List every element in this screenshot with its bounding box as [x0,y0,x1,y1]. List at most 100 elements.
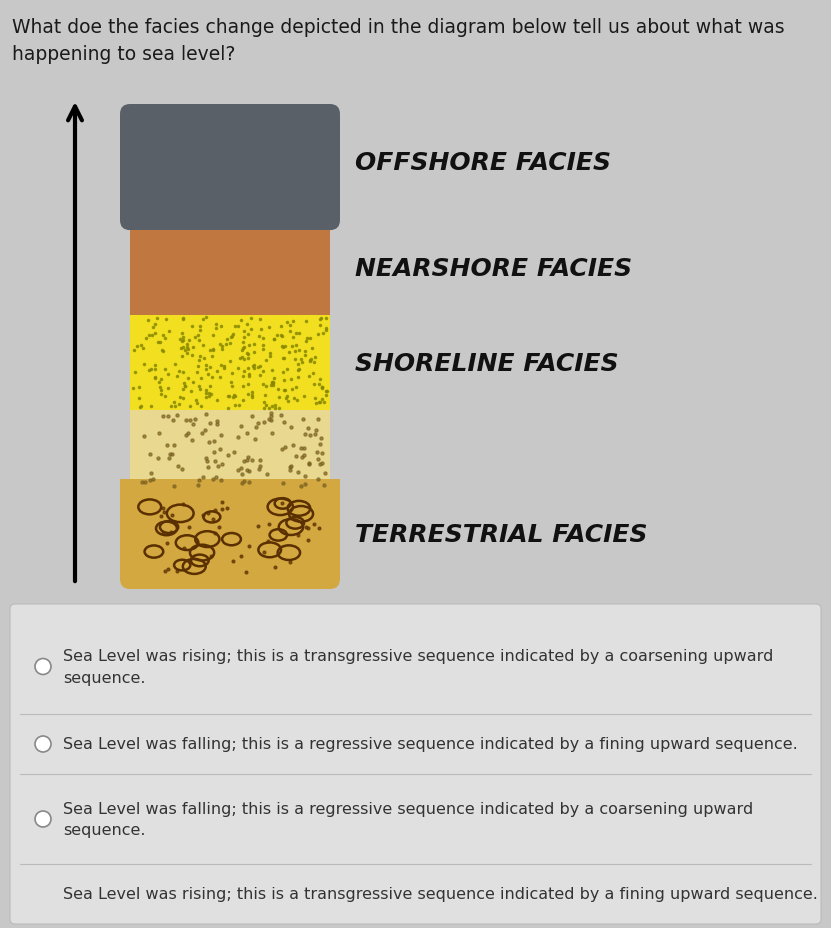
Point [193,333,206,348]
Point [318,467,332,482]
Point [315,380,328,394]
Point [158,362,171,377]
Point [144,467,157,482]
Point [238,474,251,489]
Point [215,340,229,354]
Point [312,412,325,427]
Point [190,365,204,380]
Point [319,389,332,404]
Point [280,363,293,378]
Point [263,320,276,335]
Point [181,427,194,442]
Point [155,387,168,402]
Point [149,358,162,373]
Point [299,520,312,535]
Point [235,343,248,358]
Point [292,465,305,480]
Point [176,382,189,397]
Circle shape [35,811,51,827]
Point [242,377,255,392]
Point [275,328,288,342]
Point [283,555,297,570]
Point [278,352,291,367]
Point [237,455,250,470]
Point [224,375,238,390]
Point [152,375,165,390]
Point [295,479,308,494]
Point [212,459,225,474]
Point [236,468,249,483]
Point [314,395,327,410]
Point [308,391,322,406]
Point [271,328,284,342]
Point [180,337,194,352]
Point [278,440,292,455]
Point [209,317,222,332]
Point [196,470,209,485]
Point [278,382,292,397]
Point [201,460,214,475]
Point [298,469,312,483]
Point [309,423,322,438]
Point [252,416,265,431]
Point [238,353,251,367]
Point [194,381,207,396]
Point [224,337,237,352]
Polygon shape [130,161,330,231]
Point [240,454,253,469]
Point [187,376,200,391]
Point [160,535,174,550]
Text: What doe the facies change depicted in the diagram below tell us about what was
: What doe the facies change depicted in t… [12,18,784,63]
Point [161,380,175,395]
Polygon shape [120,480,340,535]
Point [209,503,222,518]
Point [206,472,219,487]
Point [274,408,288,423]
Point [237,369,250,384]
Point [202,390,215,405]
Point [253,454,267,469]
Point [157,501,170,516]
Point [284,459,297,474]
Point [319,311,332,326]
Point [194,323,207,338]
Point [148,369,161,384]
Point [167,479,180,494]
Text: NEARSHORE FACIES: NEARSHORE FACIES [355,256,632,280]
Point [204,417,217,432]
Point [164,399,177,414]
Point [306,341,319,355]
Point [204,549,218,564]
Point [162,325,175,340]
Text: SHORELINE FACIES: SHORELINE FACIES [355,351,618,375]
Point [302,421,315,436]
Point [186,433,199,448]
Point [205,349,219,364]
Point [313,438,327,453]
Point [219,338,233,353]
Point [303,354,317,368]
Point [268,372,281,387]
Point [214,319,228,334]
Point [275,442,288,457]
Point [266,376,279,391]
Point [179,343,192,358]
Point [216,502,229,517]
Point [265,426,278,441]
Point [237,342,250,356]
Point [312,312,326,327]
Point [232,398,245,413]
Circle shape [35,736,51,753]
Point [319,321,332,336]
Point [176,334,189,349]
Point [161,409,175,424]
Polygon shape [130,221,330,316]
Point [242,450,255,465]
Point [181,371,194,386]
Point [293,362,306,377]
Point [264,378,278,393]
Point [149,327,162,342]
Point [168,357,181,372]
Point [221,401,234,416]
Point [312,472,325,487]
